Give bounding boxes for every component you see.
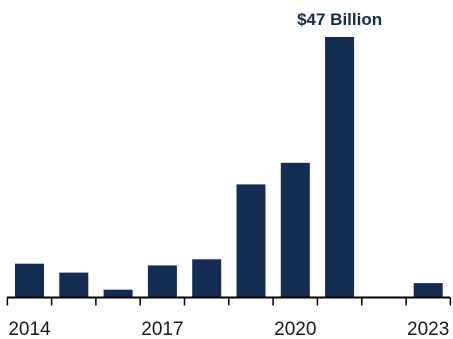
x-tick-label-2014: 2014 [8, 319, 51, 339]
bar-2015 [59, 272, 89, 298]
bar-2023 [413, 283, 443, 298]
bar-2021 [325, 37, 355, 298]
bar-2014 [15, 263, 44, 298]
bar-2018 [192, 259, 222, 298]
bar-2020 [280, 162, 310, 298]
x-tick-label-2017: 2017 [141, 319, 183, 339]
x-tick-label-2023: 2023 [407, 319, 449, 339]
x-axis [6, 296, 452, 306]
bar-2019 [236, 184, 266, 298]
data-label-2021: $47 Billion [297, 10, 382, 29]
bar-2016 [103, 289, 133, 298]
bar-2017 [147, 265, 177, 298]
x-tick-label-2020: 2020 [274, 319, 316, 339]
bars-layer [15, 37, 443, 298]
data-labels: $47 Billion [297, 10, 382, 29]
x-tick-labels: 2014 2017 2020 2023 [8, 319, 449, 339]
